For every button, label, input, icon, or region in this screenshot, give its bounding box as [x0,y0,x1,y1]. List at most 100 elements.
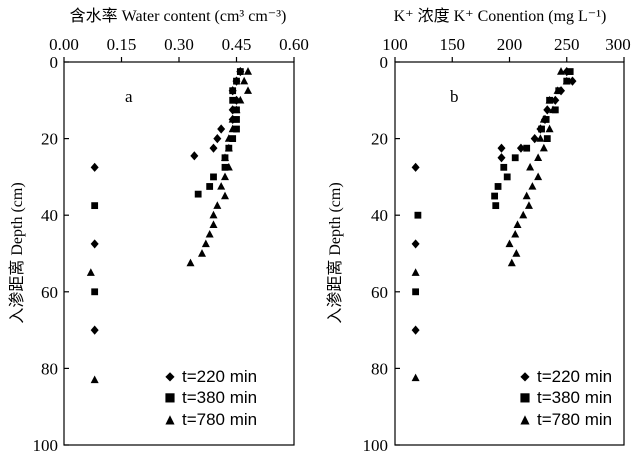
legend-a: ◆ t=220 min ■ t=380 min ▲ t=780 min [164,367,257,429]
data-point-diamond [411,162,420,172]
data-point-triangle [545,95,554,104]
data-point-square [566,68,574,75]
y-axis-title-a: 入渗距离 Depth (cm) [8,182,26,323]
data-point-diamond [411,239,420,249]
y-tick-label: 0 [380,53,389,72]
data-point-triangle [209,210,218,219]
data-point-diamond [90,239,99,249]
data-point-triangle [534,153,543,161]
data-point-triangle [519,210,528,219]
data-point-triangle [86,268,95,276]
y-tick-label: 80 [371,359,388,378]
legend-marker-diamond: ◆ [165,369,175,383]
data-point-square [233,116,240,123]
y-ticks-b: 0 20 40 60 80 100 [363,53,400,455]
data-point-square [233,125,240,133]
data-point-square [511,154,519,162]
data-point-diamond [516,143,525,153]
data-point-triangle [224,162,233,171]
x-axis-title-a: 含水率 Water content (cm³ cm⁻³) [70,7,287,25]
panel-label-b: b [450,87,459,106]
data-point-triangle [562,76,571,85]
data-point-triangle [224,134,233,142]
data-point-square [538,125,545,133]
data-point-triangle [536,134,545,142]
data-point-triangle [524,201,533,209]
data-point-square [229,96,237,104]
legend-marker-triangle: ▲ [165,412,175,426]
data-point-triangle [507,258,516,267]
y-tick-label: 60 [41,283,58,302]
data-point-diamond [568,76,577,86]
data-point-triangle [228,124,237,133]
legend-label-780: t=780 min [537,410,612,429]
data-point-square [206,183,214,190]
data-point-diamond [213,134,222,144]
data-point-square [500,163,508,171]
data-point-diamond [497,143,506,153]
data-point-diamond [530,134,539,144]
data-point-triangle [213,201,222,209]
data-point-triangle [186,258,195,267]
data-point-triangle [411,268,420,276]
data-point-triangle [224,143,233,152]
x-axis-title-b: K⁺ 浓度 K⁺ Conention (mg L⁻¹) [394,7,607,25]
data-point-triangle [557,67,566,75]
x-ticks-b: 100 150 200 250 300 [382,35,631,62]
data-point-diamond [228,105,237,115]
panel-b: K⁺ 浓度 K⁺ Conention (mg L⁻¹) 100 150 200 … [326,7,631,455]
data-point-triangle [232,105,241,114]
legend-label-220: t=220 min [537,367,612,386]
data-point-triangle [505,239,514,248]
data-point-diamond [411,325,420,335]
data-point-triangle [539,143,548,152]
data-point-triangle [201,239,210,248]
data-point-triangle [553,86,562,94]
y-axis-title-b: 入渗距离 Depth (cm) [326,182,344,323]
x-tick-label: 300 [605,35,631,54]
data-point-square [494,183,502,190]
data-point-triangle [411,373,420,382]
data-point-square [503,173,511,181]
y-ticks-a: 0 20 40 60 80 100 [33,53,69,455]
plot-frame-a [63,61,295,446]
data-point-square [233,77,240,85]
data-point-diamond [190,151,199,161]
legend-marker-diamond: ◆ [520,369,530,383]
y-tick-label: 40 [41,206,58,225]
x-tick-label: 0.00 [49,35,79,54]
y-tick-label: 80 [41,359,58,378]
panel-a: 含水率 Water content (cm³ cm⁻³) 0.00 0.15 0… [8,7,309,455]
data-point-triangle [209,220,218,228]
y-tick-label: 0 [50,53,59,72]
x-tick-label: 200 [497,35,523,54]
data-point-square [229,135,237,142]
data-point-diamond [497,153,506,163]
y-tick-label: 40 [371,206,388,225]
data-point-square [491,192,499,200]
data-point-triangle [240,76,249,85]
data-point-triangle [244,86,252,94]
legend-label-220: t=220 min [182,367,257,386]
data-point-triangle [228,115,237,123]
data-point-square [91,288,99,296]
data-point-triangle [244,67,252,75]
legend-marker-triangle: ▲ [520,412,530,426]
data-points-a [86,66,252,384]
data-point-triangle [198,249,206,257]
data-point-square [412,288,420,296]
data-point-triangle [217,182,226,190]
y-tick-label: 20 [371,130,388,149]
data-point-triangle [549,105,558,114]
data-point-triangle [528,182,537,190]
data-point-triangle [526,162,535,171]
data-point-triangle [90,375,99,384]
x-tick-label: 100 [382,35,408,54]
data-point-triangle [534,172,543,181]
data-point-diamond [217,124,226,134]
data-point-triangle [221,172,229,181]
legend-label-780: t=780 min [182,410,257,429]
data-point-diamond [551,95,560,105]
data-point-square [210,173,217,181]
data-points-b [411,66,577,382]
